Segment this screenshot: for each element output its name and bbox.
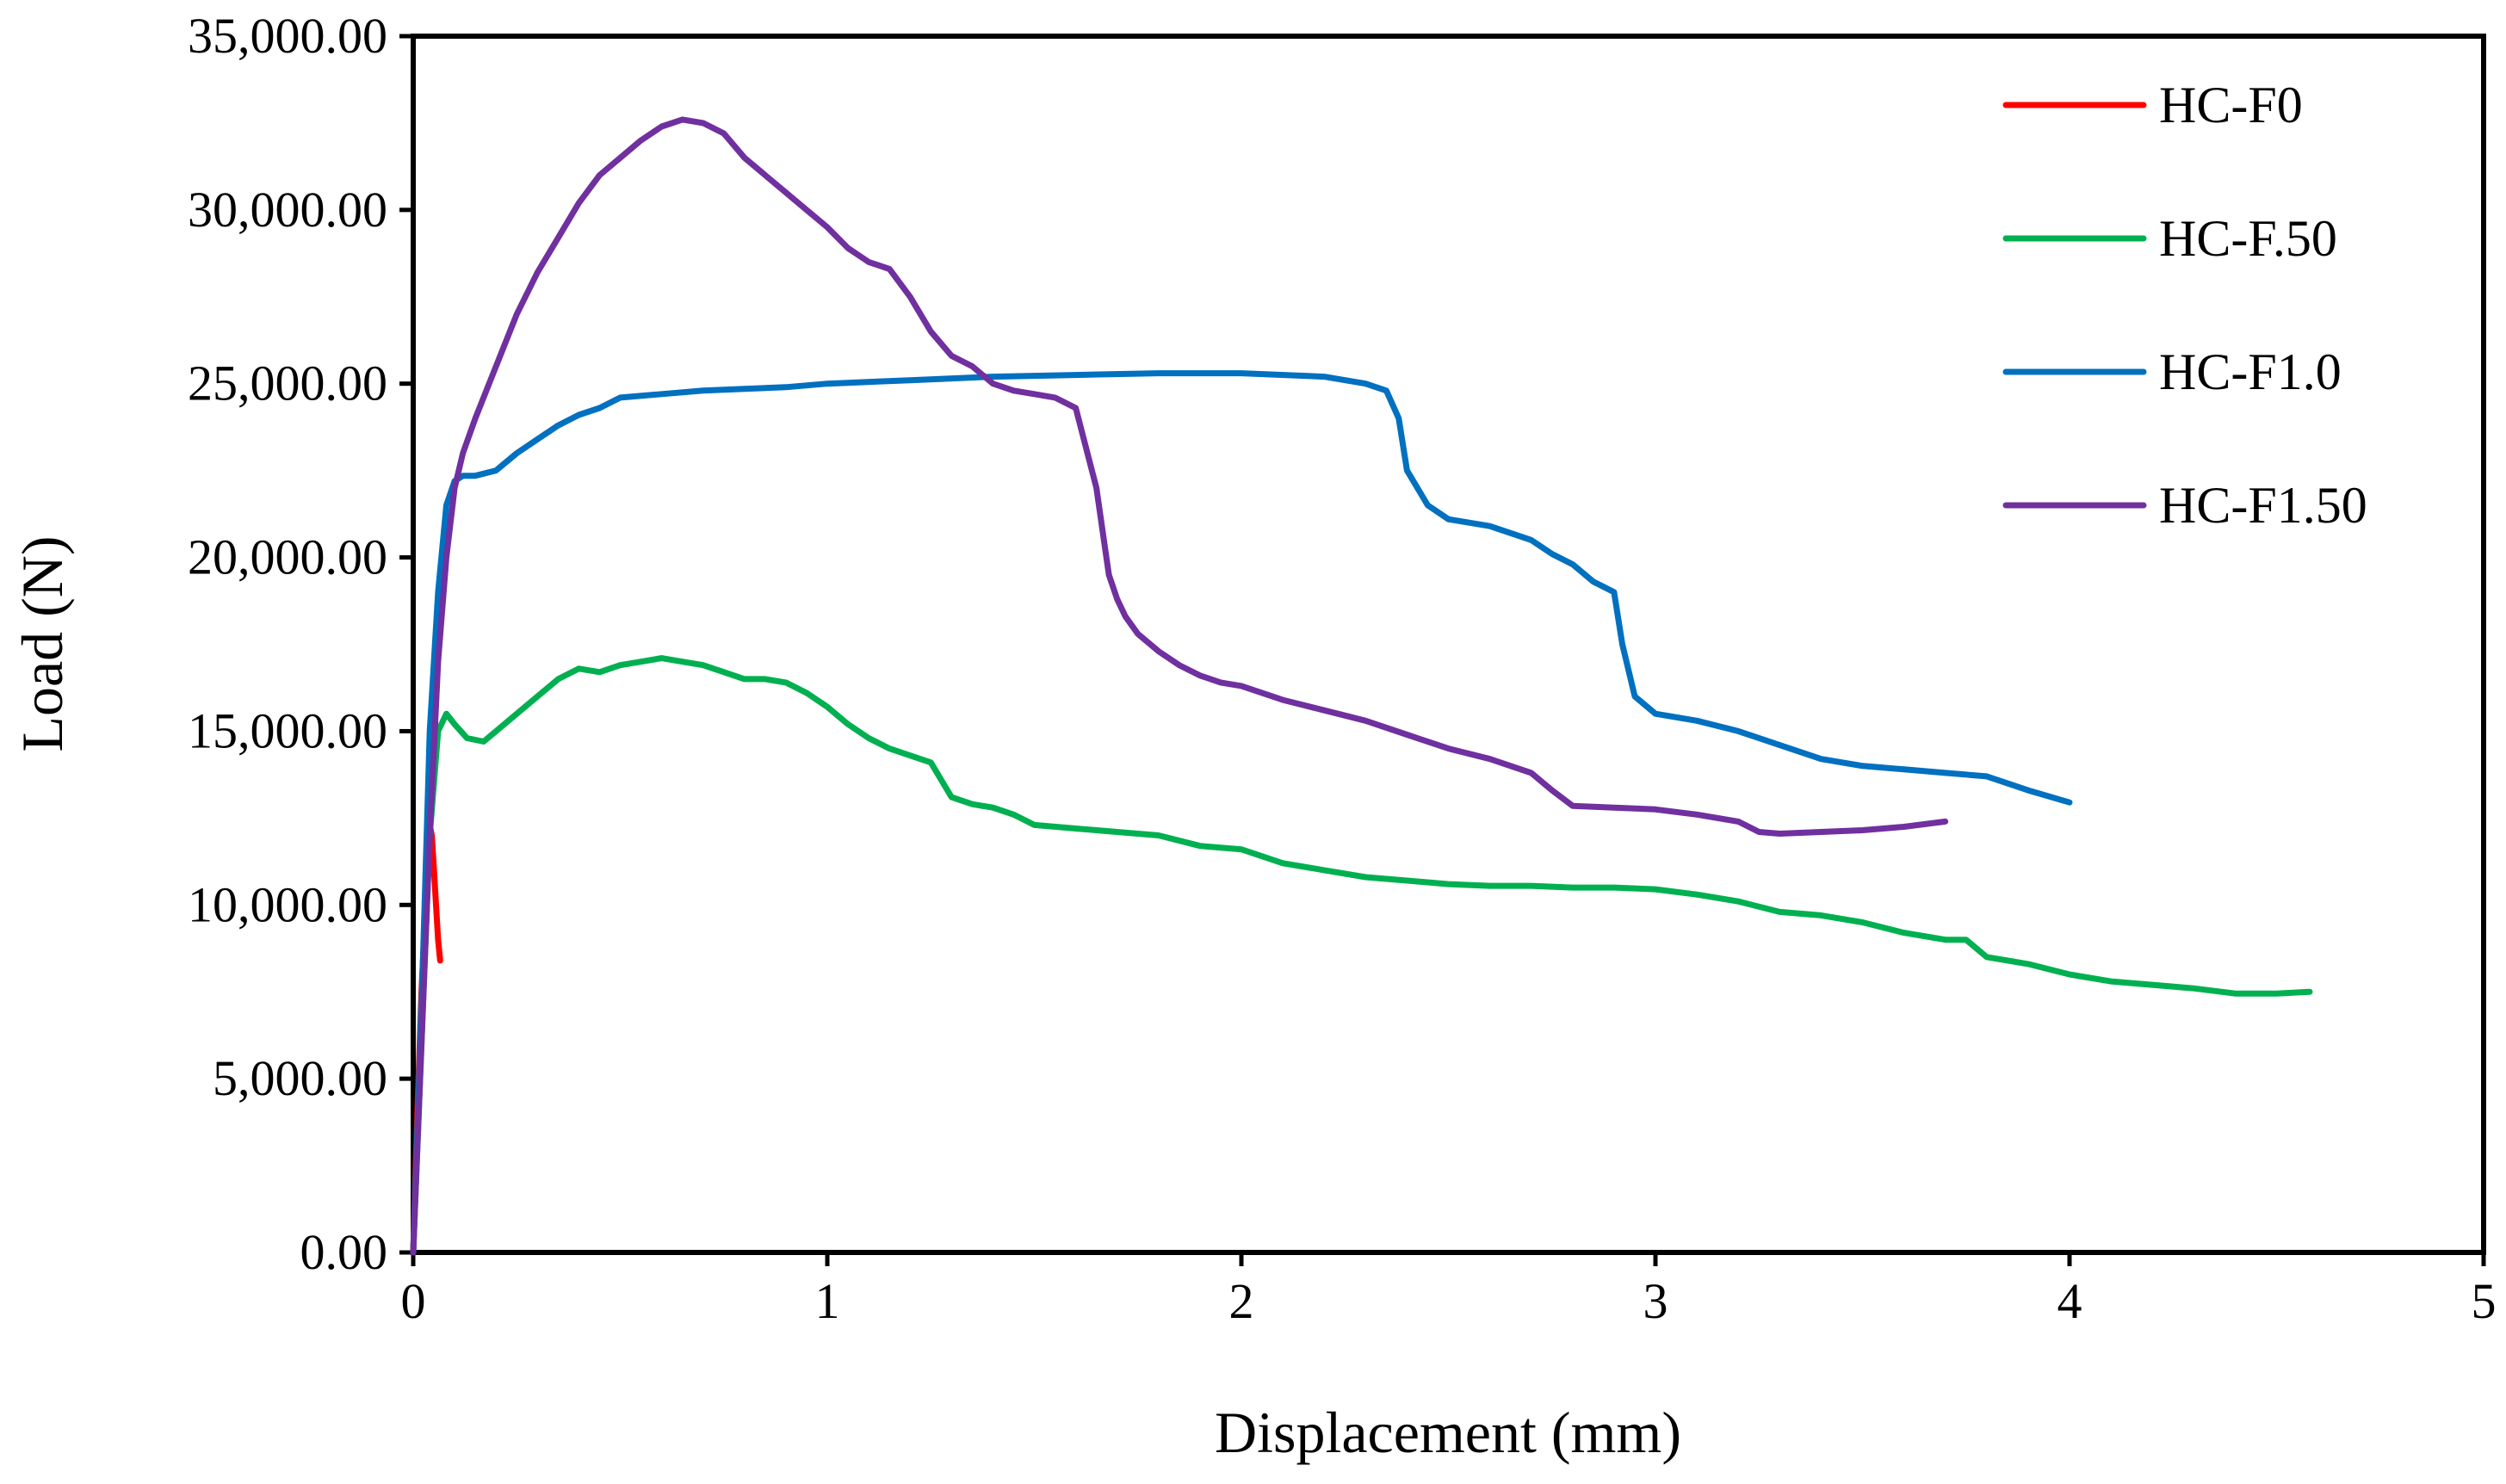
legend-label-hc-f-50: HC-F.50 <box>2159 210 2337 267</box>
y-tick-label: 20,000.00 <box>188 529 387 585</box>
x-tick-label: 3 <box>1643 1273 1668 1329</box>
x-tick-label: 5 <box>2472 1273 2497 1329</box>
x-axis-title: Displacement (mm) <box>1215 1400 1681 1465</box>
y-tick-label: 5,000.00 <box>213 1050 387 1106</box>
series-line-hc-f1-50 <box>410 116 1949 1256</box>
x-axis: 0 1 2 3 4 5 <box>401 1252 2497 1329</box>
x-tick-label: 4 <box>2057 1273 2082 1329</box>
x-tick-label: 2 <box>1229 1273 1254 1329</box>
y-tick-label: 30,000.00 <box>188 182 387 238</box>
y-tick-label: 25,000.00 <box>188 356 387 411</box>
legend: HC-F0 HC-F.50 HC-F1.0 HC-F1.50 <box>2002 77 2367 534</box>
legend-label-hc-f1-0: HC-F1.0 <box>2159 343 2342 400</box>
series-lines <box>410 116 2313 1256</box>
legend-label-hc-f1-50: HC-F1.50 <box>2159 477 2367 534</box>
y-axis: 0.00 5,000.00 10,000.00 15,000.00 20,000.00 2… <box>188 8 413 1280</box>
legend-label-hc-f0: HC-F0 <box>2159 77 2303 133</box>
y-tick-label: 35,000.00 <box>188 8 387 64</box>
y-tick-label: 15,000.00 <box>188 702 387 758</box>
series-line-hc-f-50 <box>410 655 2313 1256</box>
y-tick-label: 0.00 <box>300 1224 388 1280</box>
y-axis-title: Load (N) <box>9 535 75 751</box>
x-tick-label: 1 <box>815 1273 840 1329</box>
series-line-hc-f1-0 <box>410 370 2073 1256</box>
x-tick-label: 0 <box>401 1273 426 1329</box>
y-tick-label: 10,000.00 <box>188 876 387 932</box>
